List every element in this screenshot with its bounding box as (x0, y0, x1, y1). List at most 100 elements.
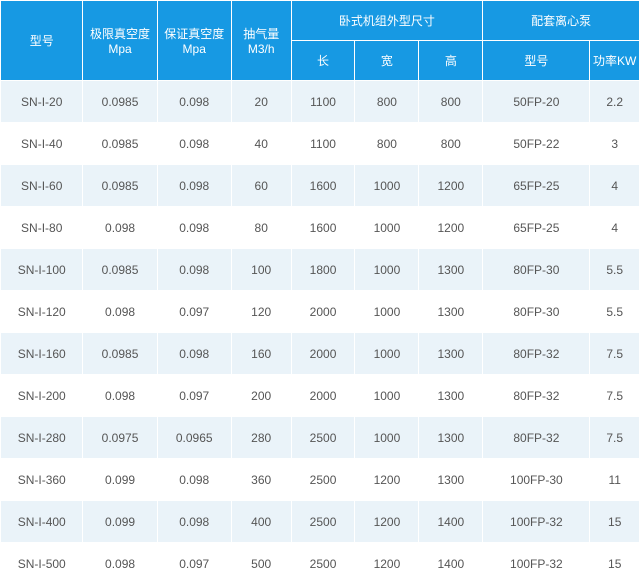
cell-length: 2500 (291, 501, 355, 543)
col-guaranteed-vacuum: 保证真空度Mpa (157, 1, 231, 81)
table-row: SN-I-2800.09750.096528025001000130080FP-… (1, 417, 640, 459)
cell-pump-rate: 80 (231, 207, 291, 249)
col-centrif-model: 型号 (483, 41, 590, 81)
cell-ultimate-vacuum: 0.099 (83, 501, 157, 543)
cell-model: SN-I-120 (1, 291, 83, 333)
cell-guaranteed-vacuum: 0.098 (157, 207, 231, 249)
cell-width: 1000 (355, 333, 419, 375)
cell-guaranteed-vacuum: 0.098 (157, 123, 231, 165)
table-row: SN-I-3600.0990.098360250012001300100FP-3… (1, 459, 640, 501)
cell-model: SN-I-200 (1, 375, 83, 417)
cell-ultimate-vacuum: 0.098 (83, 543, 157, 585)
cell-length: 2000 (291, 333, 355, 375)
cell-ultimate-vacuum: 0.0975 (83, 417, 157, 459)
cell-ultimate-vacuum: 0.098 (83, 207, 157, 249)
cell-centrif-model: 80FP-32 (483, 417, 590, 459)
col-pump-rate: 抽气量M3/h (231, 1, 291, 81)
cell-width: 1000 (355, 417, 419, 459)
cell-height: 1300 (419, 417, 483, 459)
cell-ultimate-vacuum: 0.0985 (83, 165, 157, 207)
cell-power: 7.5 (590, 375, 640, 417)
col-ultimate-vacuum: 极限真空度Mpa (83, 1, 157, 81)
cell-power: 4 (590, 207, 640, 249)
cell-height: 800 (419, 81, 483, 123)
cell-ultimate-vacuum: 0.098 (83, 291, 157, 333)
table-row: SN-I-800.0980.0988016001000120065FP-254 (1, 207, 640, 249)
table-row: SN-I-2000.0980.09720020001000130080FP-32… (1, 375, 640, 417)
cell-width: 1200 (355, 501, 419, 543)
cell-ultimate-vacuum: 0.0985 (83, 81, 157, 123)
cell-height: 1300 (419, 291, 483, 333)
cell-width: 1000 (355, 291, 419, 333)
cell-centrif-model: 100FP-30 (483, 459, 590, 501)
col-height: 高 (419, 41, 483, 81)
cell-power: 11 (590, 459, 640, 501)
cell-height: 1400 (419, 501, 483, 543)
cell-model: SN-I-40 (1, 123, 83, 165)
cell-height: 1300 (419, 375, 483, 417)
cell-width: 1000 (355, 207, 419, 249)
cell-power: 5.5 (590, 291, 640, 333)
cell-centrif-model: 80FP-32 (483, 375, 590, 417)
cell-pump-rate: 200 (231, 375, 291, 417)
cell-guaranteed-vacuum: 0.098 (157, 165, 231, 207)
cell-centrif-model: 80FP-32 (483, 333, 590, 375)
cell-width: 800 (355, 123, 419, 165)
table-row: SN-I-400.09850.09840110080080050FP-223 (1, 123, 640, 165)
cell-power: 15 (590, 543, 640, 585)
cell-centrif-model: 50FP-20 (483, 81, 590, 123)
cell-length: 1800 (291, 249, 355, 291)
table-row: SN-I-600.09850.0986016001000120065FP-254 (1, 165, 640, 207)
cell-length: 1600 (291, 207, 355, 249)
spec-table: 型号 极限真空度Mpa 保证真空度Mpa 抽气量M3/h 卧式机组外型尺寸 配套… (0, 0, 640, 585)
cell-height: 800 (419, 123, 483, 165)
cell-height: 1300 (419, 333, 483, 375)
cell-pump-rate: 280 (231, 417, 291, 459)
cell-pump-rate: 20 (231, 81, 291, 123)
cell-ultimate-vacuum: 0.0985 (83, 249, 157, 291)
table-body: SN-I-200.09850.09820110080080050FP-202.2… (1, 81, 640, 585)
cell-centrif-model: 65FP-25 (483, 207, 590, 249)
cell-power: 2.2 (590, 81, 640, 123)
cell-length: 1100 (291, 123, 355, 165)
cell-centrif-model: 50FP-22 (483, 123, 590, 165)
col-width: 宽 (355, 41, 419, 81)
cell-power: 15 (590, 501, 640, 543)
cell-pump-rate: 360 (231, 459, 291, 501)
cell-pump-rate: 100 (231, 249, 291, 291)
cell-width: 1200 (355, 459, 419, 501)
cell-height: 1200 (419, 207, 483, 249)
cell-length: 2000 (291, 375, 355, 417)
cell-pump-rate: 120 (231, 291, 291, 333)
cell-guaranteed-vacuum: 0.098 (157, 501, 231, 543)
cell-guaranteed-vacuum: 0.098 (157, 249, 231, 291)
cell-width: 1000 (355, 375, 419, 417)
cell-model: SN-I-400 (1, 501, 83, 543)
col-group-centrifugal-pump: 配套离心泵 (483, 1, 640, 41)
cell-power: 4 (590, 165, 640, 207)
cell-model: SN-I-160 (1, 333, 83, 375)
cell-ultimate-vacuum: 0.099 (83, 459, 157, 501)
table-row: SN-I-1000.09850.09810018001000130080FP-3… (1, 249, 640, 291)
cell-height: 1300 (419, 249, 483, 291)
cell-guaranteed-vacuum: 0.098 (157, 333, 231, 375)
table-row: SN-I-4000.0990.098400250012001400100FP-3… (1, 501, 640, 543)
cell-width: 1000 (355, 249, 419, 291)
cell-guaranteed-vacuum: 0.098 (157, 459, 231, 501)
cell-guaranteed-vacuum: 0.098 (157, 81, 231, 123)
cell-width: 1200 (355, 543, 419, 585)
cell-length: 2500 (291, 543, 355, 585)
col-model: 型号 (1, 1, 83, 81)
cell-length: 1600 (291, 165, 355, 207)
cell-power: 7.5 (590, 333, 640, 375)
table-header: 型号 极限真空度Mpa 保证真空度Mpa 抽气量M3/h 卧式机组外型尺寸 配套… (1, 1, 640, 81)
table-row: SN-I-200.09850.09820110080080050FP-202.2 (1, 81, 640, 123)
col-group-dimensions: 卧式机组外型尺寸 (291, 1, 483, 41)
cell-model: SN-I-280 (1, 417, 83, 459)
cell-centrif-model: 65FP-25 (483, 165, 590, 207)
cell-ultimate-vacuum: 0.098 (83, 375, 157, 417)
cell-length: 2500 (291, 417, 355, 459)
cell-pump-rate: 40 (231, 123, 291, 165)
cell-model: SN-I-20 (1, 81, 83, 123)
cell-guaranteed-vacuum: 0.097 (157, 291, 231, 333)
